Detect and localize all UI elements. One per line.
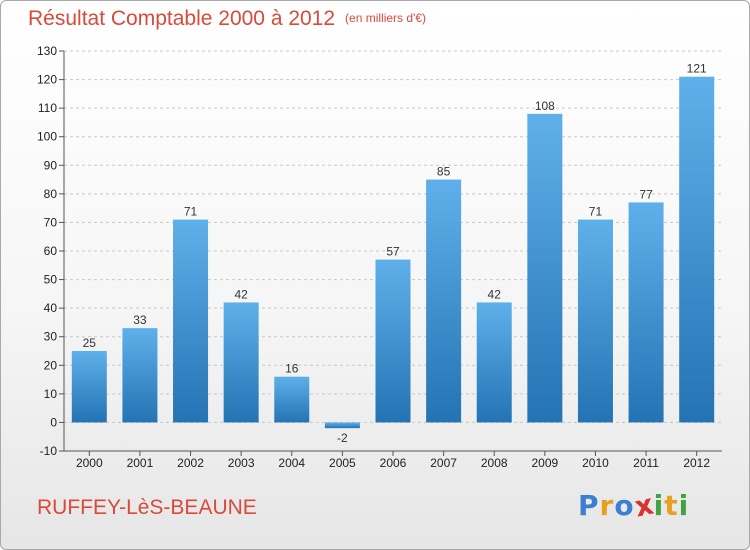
data-labels: 25 33 71 42 16 -2 57 85 42 108 71 77 121 [83,62,707,445]
y-tick-label: 10 [44,387,58,401]
data-label-2000: 25 [83,336,97,350]
bar-2005 [324,422,360,429]
data-label-2003: 42 [234,287,248,301]
x-tick-label-2007: 2007 [430,456,457,470]
bar-2001 [122,328,158,423]
x-tick-label-2002: 2002 [177,456,204,470]
y-tick-label: 130 [37,44,57,58]
bar-2010 [577,219,613,423]
x-tick-label-2010: 2010 [582,456,609,470]
logo-letter: t [664,489,679,522]
x-tick-label-2011: 2011 [633,456,659,470]
bar-2006 [375,259,411,423]
data-label-2010: 71 [589,205,603,219]
data-label-2004: 16 [285,362,299,376]
x-tick-label-2000: 2000 [76,456,103,470]
y-tick-label: 90 [44,158,58,172]
x-tick-label-2008: 2008 [481,456,508,470]
chart-unit: (en milliers d'€) [345,11,427,25]
y-tick-label: 30 [44,330,58,344]
data-label-2002: 71 [184,205,198,219]
logo-letter: r [599,489,615,522]
proxiti-logo: Proxiti [578,487,690,523]
chart-title: Résultat Comptable 2000 à 2012 (en millie… [28,7,426,31]
bar-2009 [527,113,563,423]
data-label-2007: 85 [437,165,451,179]
logo-letter: P [578,489,600,522]
bar-2003 [223,302,259,423]
logo-letter: i [653,489,665,522]
data-label-2012: 121 [687,62,707,76]
y-tick-label: 70 [44,215,58,229]
data-label-2006: 57 [386,245,400,259]
x-tick-label-2005: 2005 [329,456,356,470]
y-tick-label: 80 [44,187,58,201]
bar-2002 [173,219,209,423]
chart-title-text: Résultat Comptable 2000 à 2012 [28,7,336,30]
commune-name: RUFFEY-LèS-BEAUNE [37,496,257,519]
x-tick-label-2001: 2001 [127,456,154,470]
y-tick-label: 50 [44,273,58,287]
bar-2011 [628,202,664,423]
logo-letter: o [614,489,635,522]
data-label-2011: 77 [639,187,653,201]
bars [71,76,715,429]
x-tick-label-2006: 2006 [380,456,407,470]
x-tick-labels: 2000 2001 2002 2003 2004 2005 2006 2007 2008 2009… [76,456,710,470]
y-tick-labels: -10 0 10 20 30 40 50 60 70 80 90 100 110 120 130 [37,44,57,458]
axes [59,50,722,456]
y-tick-label: 0 [50,415,57,429]
bar-2008 [476,302,512,423]
data-label-2008: 42 [488,287,502,301]
y-tick-label: -10 [40,444,58,458]
x-tick-label-2012: 2012 [683,456,710,470]
y-tick-label: 20 [44,358,58,372]
data-label-2001: 33 [133,313,147,327]
logo-letter: i [678,489,690,522]
y-tick-label: 110 [38,101,57,115]
data-label-2005: -2 [337,431,348,445]
bar-2000 [71,351,107,423]
y-tick-label: 40 [44,301,58,315]
y-tick-label: 120 [37,73,57,87]
x-tick-label-2009: 2009 [531,456,558,470]
x-tick-label-2004: 2004 [278,456,305,470]
y-tick-label: 60 [44,244,58,258]
y-tick-label: 100 [37,130,57,144]
bar-2004 [274,376,310,423]
x-tick-label-2003: 2003 [228,456,255,470]
data-label-2009: 108 [535,99,555,113]
bar-2007 [426,179,462,423]
bar-2012 [679,76,715,423]
